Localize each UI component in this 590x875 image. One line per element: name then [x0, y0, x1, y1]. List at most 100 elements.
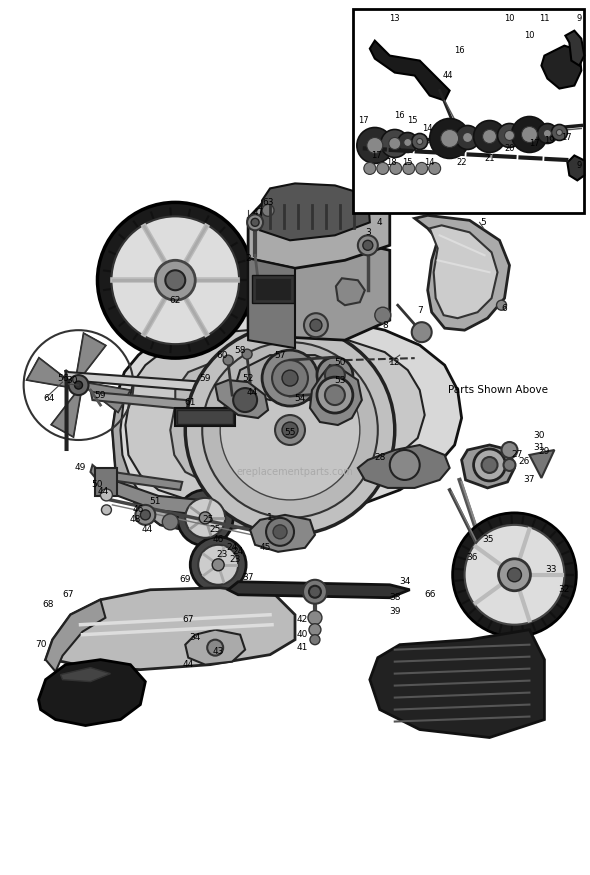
- Circle shape: [266, 518, 294, 546]
- Text: 44: 44: [183, 660, 194, 669]
- Circle shape: [543, 130, 552, 137]
- Polygon shape: [430, 226, 497, 318]
- Text: 48: 48: [130, 515, 141, 524]
- Circle shape: [309, 585, 321, 598]
- Bar: [252, 276, 294, 304]
- Circle shape: [199, 512, 211, 524]
- Circle shape: [483, 130, 497, 144]
- Polygon shape: [126, 330, 425, 502]
- Polygon shape: [171, 357, 383, 487]
- Text: 34: 34: [399, 578, 411, 586]
- Text: 14: 14: [424, 158, 435, 167]
- Text: 27: 27: [512, 451, 523, 459]
- Text: 39: 39: [389, 607, 401, 616]
- Text: 42: 42: [296, 615, 307, 624]
- Text: 60: 60: [217, 351, 228, 360]
- Text: 13: 13: [389, 14, 400, 23]
- Text: 17: 17: [561, 133, 572, 142]
- Circle shape: [310, 634, 320, 645]
- Text: 11: 11: [539, 14, 550, 23]
- Polygon shape: [76, 333, 106, 377]
- Text: 41: 41: [296, 643, 307, 652]
- Text: 15: 15: [408, 116, 418, 125]
- Text: 25: 25: [209, 525, 221, 535]
- Polygon shape: [113, 315, 461, 530]
- Circle shape: [282, 370, 298, 386]
- Circle shape: [522, 127, 537, 143]
- Circle shape: [251, 219, 259, 227]
- Text: 9: 9: [576, 161, 582, 170]
- Text: 61: 61: [185, 397, 196, 407]
- Text: 50: 50: [334, 358, 346, 367]
- Polygon shape: [228, 582, 409, 598]
- Circle shape: [275, 415, 305, 445]
- Polygon shape: [185, 630, 245, 665]
- Text: 6: 6: [502, 304, 507, 312]
- Circle shape: [389, 137, 401, 150]
- Circle shape: [499, 559, 530, 591]
- Circle shape: [309, 624, 321, 635]
- Circle shape: [381, 130, 409, 158]
- Circle shape: [97, 202, 253, 358]
- Text: 22: 22: [456, 158, 467, 167]
- Circle shape: [273, 525, 287, 539]
- Circle shape: [162, 514, 178, 530]
- Text: 62: 62: [169, 296, 181, 304]
- Polygon shape: [310, 365, 362, 425]
- Polygon shape: [260, 184, 370, 241]
- Circle shape: [220, 360, 360, 500]
- Text: 8: 8: [382, 320, 388, 330]
- Text: 70: 70: [35, 640, 47, 649]
- Text: 51: 51: [150, 497, 161, 507]
- Text: 55: 55: [284, 428, 296, 437]
- Text: 29: 29: [539, 447, 550, 457]
- Text: 18: 18: [386, 158, 397, 167]
- Circle shape: [140, 510, 150, 520]
- Circle shape: [455, 125, 480, 150]
- Polygon shape: [38, 660, 145, 725]
- Circle shape: [363, 241, 373, 250]
- Circle shape: [416, 163, 428, 174]
- Text: 23: 23: [230, 556, 241, 564]
- Polygon shape: [45, 599, 106, 672]
- Polygon shape: [237, 355, 345, 400]
- Circle shape: [202, 342, 378, 518]
- Polygon shape: [565, 31, 584, 66]
- Polygon shape: [358, 445, 450, 488]
- Circle shape: [377, 163, 389, 174]
- Text: Parts Shown Above: Parts Shown Above: [448, 385, 548, 396]
- Circle shape: [430, 118, 470, 158]
- Polygon shape: [27, 358, 71, 388]
- Circle shape: [474, 449, 506, 481]
- Text: 2: 2: [245, 254, 251, 262]
- Circle shape: [247, 214, 263, 230]
- Text: 21: 21: [484, 154, 495, 163]
- Text: 37: 37: [242, 573, 254, 582]
- Text: 15: 15: [402, 158, 413, 167]
- Text: 66: 66: [424, 591, 435, 599]
- Circle shape: [537, 123, 558, 144]
- Text: 63: 63: [263, 198, 274, 206]
- Text: 20: 20: [504, 144, 514, 153]
- Polygon shape: [542, 46, 581, 88]
- Circle shape: [135, 505, 155, 525]
- Circle shape: [242, 349, 252, 359]
- Circle shape: [497, 123, 522, 148]
- Text: 37: 37: [524, 475, 535, 485]
- Polygon shape: [370, 40, 450, 101]
- Text: 59: 59: [95, 390, 106, 400]
- Circle shape: [502, 442, 517, 458]
- Polygon shape: [529, 450, 555, 478]
- Polygon shape: [568, 156, 584, 180]
- Polygon shape: [220, 500, 310, 530]
- Circle shape: [185, 326, 395, 535]
- Circle shape: [262, 350, 318, 406]
- Circle shape: [503, 459, 516, 471]
- Polygon shape: [336, 278, 365, 305]
- Text: 69: 69: [179, 575, 191, 584]
- Text: 46: 46: [133, 506, 144, 514]
- Circle shape: [453, 513, 576, 637]
- Circle shape: [367, 137, 383, 153]
- Text: 64: 64: [43, 394, 54, 402]
- Circle shape: [390, 163, 402, 174]
